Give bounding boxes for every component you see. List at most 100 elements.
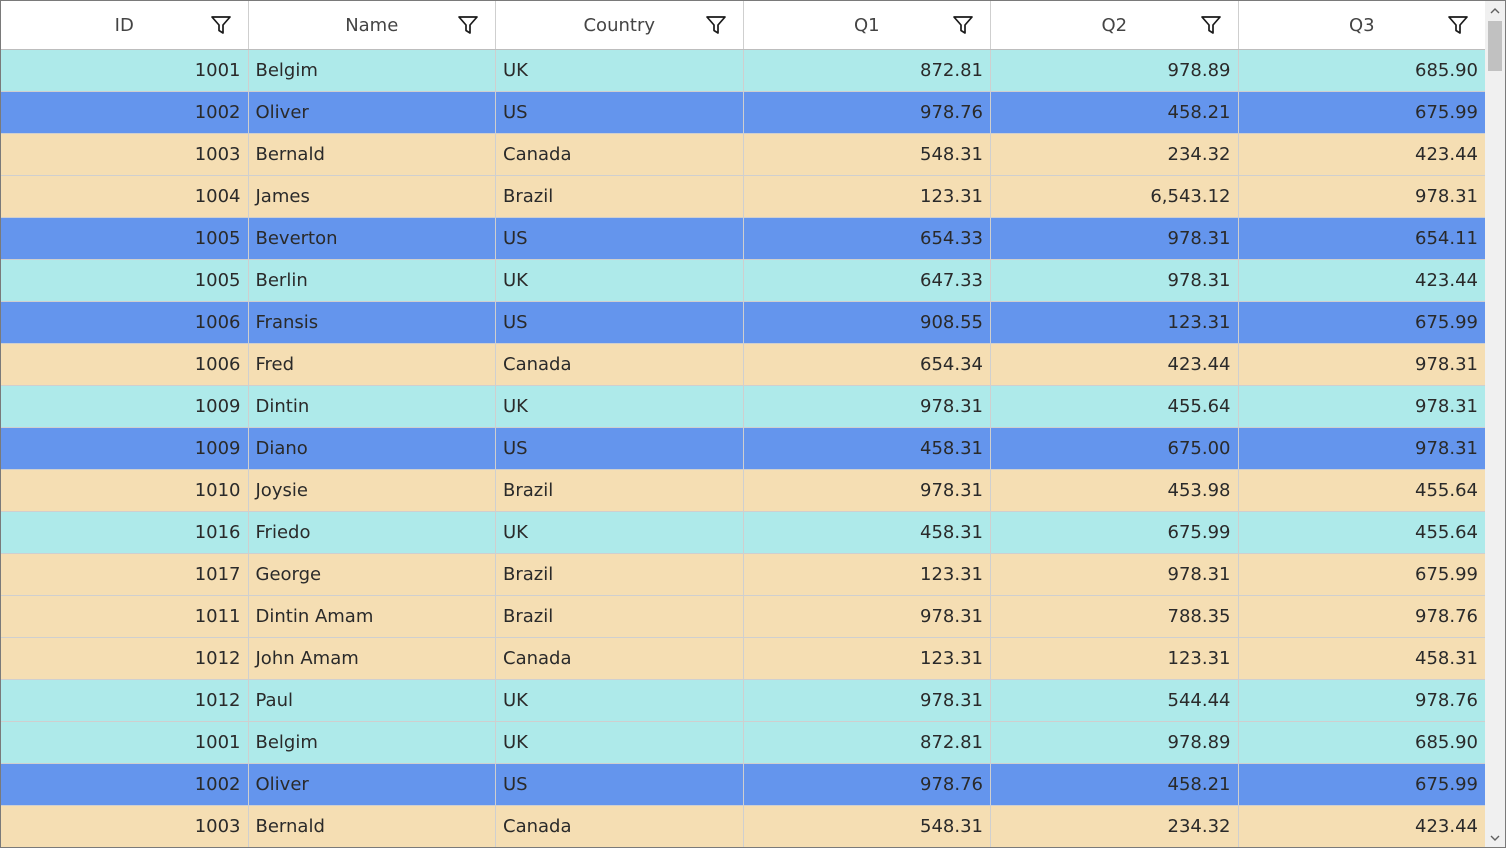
cell-country[interactable]: US (496, 764, 744, 805)
cell-country[interactable]: Brazil (496, 554, 744, 595)
cell-country[interactable]: UK (496, 722, 744, 763)
cell-q1[interactable]: 978.31 (744, 596, 991, 637)
table-row[interactable]: 1001 Belgim UK 872.81 978.89 685.90 (1, 722, 1485, 764)
vertical-scrollbar[interactable] (1485, 1, 1505, 847)
cell-name[interactable]: Belgim (249, 722, 496, 763)
column-header-q1[interactable]: Q1 (744, 1, 991, 49)
cell-q3[interactable]: 675.99 (1415, 564, 1478, 585)
cell-name[interactable]: Diano (249, 428, 496, 469)
column-header-id[interactable]: ID (1, 1, 249, 49)
cell-name[interactable]: James (249, 176, 496, 217)
cell-q1[interactable]: 978.31 (744, 680, 991, 721)
cell-q1[interactable]: 654.34 (744, 344, 991, 385)
cell-country[interactable]: Brazil (496, 470, 744, 511)
cell-q1[interactable]: 978.76 (744, 764, 991, 805)
cell-id[interactable]: 1016 (1, 512, 249, 553)
cell-q2[interactable]: 6,543.12 (991, 176, 1239, 217)
cell-q2[interactable]: 978.31 (991, 260, 1239, 301)
cell-id[interactable]: 1006 (1, 344, 249, 385)
cell-id[interactable]: 1001 (1, 722, 249, 763)
filter-icon[interactable] (210, 15, 232, 35)
cell-name[interactable]: Bernald (249, 134, 496, 175)
cell-q2[interactable]: 123.31 (991, 302, 1239, 343)
cell-name[interactable]: Berlin (249, 260, 496, 301)
cell-q1[interactable]: 978.31 (744, 470, 991, 511)
cell-id[interactable]: 1009 (1, 428, 249, 469)
filter-icon[interactable] (705, 15, 727, 35)
cell-q3[interactable]: 423.44 (1415, 144, 1478, 165)
cell-id[interactable]: 1002 (1, 764, 249, 805)
cell-q1[interactable]: 548.31 (744, 134, 991, 175)
cell-q3[interactable]: 423.44 (1415, 270, 1478, 291)
cell-country[interactable]: UK (496, 386, 744, 427)
table-row[interactable]: 1005 Beverton US 654.33 978.31 654.11 (1, 218, 1485, 260)
cell-q3[interactable]: 685.90 (1415, 732, 1478, 753)
table-row[interactable]: 1010 Joysie Brazil 978.31 453.98 455.64 (1, 470, 1485, 512)
cell-q3[interactable]: 978.76 (1415, 690, 1478, 711)
cell-q2[interactable]: 788.35 (991, 596, 1239, 637)
cell-name[interactable]: Fred (249, 344, 496, 385)
cell-id[interactable]: 1005 (1, 218, 249, 259)
cell-country[interactable]: US (496, 302, 744, 343)
cell-q1[interactable]: 458.31 (744, 512, 991, 553)
cell-q1[interactable]: 872.81 (744, 722, 991, 763)
table-row[interactable]: 1003 Bernald Canada 548.31 234.32 423.44 (1, 134, 1485, 176)
filter-icon[interactable] (952, 15, 974, 35)
scrollbar-thumb[interactable] (1488, 21, 1502, 71)
cell-id[interactable]: 1017 (1, 554, 249, 595)
cell-country[interactable]: Canada (496, 134, 744, 175)
cell-id[interactable]: 1011 (1, 596, 249, 637)
cell-id[interactable]: 1003 (1, 806, 249, 847)
column-header-country[interactable]: Country (496, 1, 744, 49)
table-row[interactable]: 1005 Berlin UK 647.33 978.31 423.44 (1, 260, 1485, 302)
cell-q1[interactable]: 123.31 (744, 176, 991, 217)
cell-name[interactable]: Dintin Amam (249, 596, 496, 637)
cell-country[interactable]: Canada (496, 806, 744, 847)
filter-icon[interactable] (457, 15, 479, 35)
cell-q3[interactable]: 458.31 (1415, 648, 1478, 669)
cell-q3[interactable]: 675.99 (1415, 102, 1478, 123)
cell-name[interactable]: Belgim (249, 50, 496, 91)
cell-q1[interactable]: 123.31 (744, 554, 991, 595)
cell-name[interactable]: George (249, 554, 496, 595)
cell-q3[interactable]: 978.31 (1415, 354, 1478, 375)
cell-q3[interactable]: 978.31 (1415, 396, 1478, 417)
cell-id[interactable]: 1002 (1, 92, 249, 133)
cell-name[interactable]: Friedo (249, 512, 496, 553)
cell-q1[interactable]: 654.33 (744, 218, 991, 259)
cell-country[interactable]: UK (496, 50, 744, 91)
cell-name[interactable]: Dintin (249, 386, 496, 427)
cell-id[interactable]: 1012 (1, 680, 249, 721)
cell-country[interactable]: Canada (496, 638, 744, 679)
cell-id[interactable]: 1010 (1, 470, 249, 511)
cell-country[interactable]: UK (496, 260, 744, 301)
cell-name[interactable]: Paul (249, 680, 496, 721)
cell-name[interactable]: Fransis (249, 302, 496, 343)
cell-id[interactable]: 1006 (1, 302, 249, 343)
cell-id[interactable]: 1003 (1, 134, 249, 175)
cell-q2[interactable]: 675.00 (991, 428, 1239, 469)
table-row[interactable]: 1002 Oliver US 978.76 458.21 675.99 (1, 764, 1485, 806)
column-header-q3[interactable]: Q3 (1239, 1, 1486, 49)
table-row[interactable]: 1006 Fred Canada 654.34 423.44 978.31 (1, 344, 1485, 386)
cell-country[interactable]: Brazil (496, 176, 744, 217)
cell-country[interactable]: Brazil (496, 596, 744, 637)
cell-id[interactable]: 1005 (1, 260, 249, 301)
cell-q2[interactable]: 234.32 (991, 134, 1239, 175)
cell-name[interactable]: John Amam (249, 638, 496, 679)
cell-q3[interactable]: 654.11 (1415, 228, 1478, 249)
table-row[interactable]: 1017 George Brazil 123.31 978.31 675.99 (1, 554, 1485, 596)
cell-q2[interactable]: 123.31 (991, 638, 1239, 679)
table-row[interactable]: 1011 Dintin Amam Brazil 978.31 788.35 978.76 (1, 596, 1485, 638)
cell-q2[interactable]: 978.89 (991, 50, 1239, 91)
cell-country[interactable]: Canada (496, 344, 744, 385)
cell-name[interactable]: Oliver (249, 764, 496, 805)
table-row[interactable]: 1002 Oliver US 978.76 458.21 675.99 (1, 92, 1485, 134)
cell-q2[interactable]: 978.89 (991, 722, 1239, 763)
cell-country[interactable]: UK (496, 512, 744, 553)
cell-q3[interactable]: 675.99 (1415, 312, 1478, 333)
cell-q3[interactable]: 978.31 (1415, 438, 1478, 459)
cell-q1[interactable]: 872.81 (744, 50, 991, 91)
table-row[interactable]: 1009 Dintin UK 978.31 455.64 978.31 (1, 386, 1485, 428)
scroll-down-icon[interactable] (1485, 829, 1505, 847)
